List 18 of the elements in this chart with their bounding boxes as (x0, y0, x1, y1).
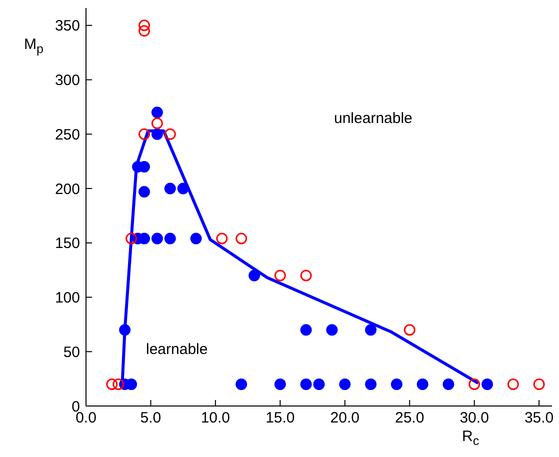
x-tick-label: 35.0 (524, 410, 554, 427)
y-axis-title: M$_{p}$ (24, 36, 44, 56)
x-tick-label: 25.0 (395, 410, 424, 427)
annotation: unlearnable (334, 110, 412, 127)
y-tick-label: 100 (54, 290, 80, 307)
x-tick-label: 30.0 (460, 410, 489, 427)
x-axis-title: R$_{c}$ (462, 428, 480, 448)
y-tick-label: 200 (54, 180, 80, 198)
y-tick-label: 350 (54, 18, 80, 35)
y-tick-label: 250 (54, 126, 80, 144)
y-tick-label: 50 (63, 344, 80, 361)
x-tick-label: 15.0 (266, 410, 295, 427)
y-tick-label: 300 (54, 72, 80, 90)
annotation: learnable (146, 341, 208, 358)
x-tick-label: 10.0 (200, 410, 230, 427)
x-tick-label: 5.0 (140, 410, 162, 427)
x-tick-label: 20.0 (330, 410, 360, 427)
y-tick-label: 150 (54, 235, 80, 252)
